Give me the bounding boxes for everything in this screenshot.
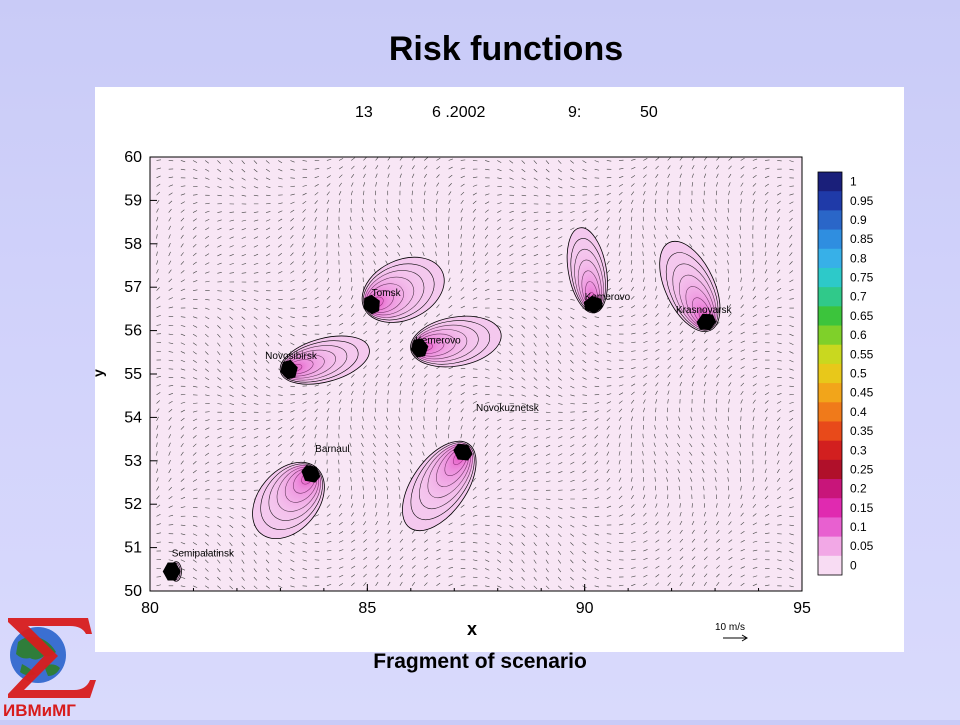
city-label: Novosibirsk [265, 351, 318, 362]
header-hour: 9: [568, 104, 581, 121]
city-label: Kemerovo [415, 336, 461, 347]
colorbar-swatch [818, 402, 842, 422]
colorbar-swatch [818, 326, 842, 346]
colorbar-label: 0 [850, 558, 857, 572]
colorbar-label: 0.5 [850, 367, 867, 381]
colorbar-label: 0.2 [850, 482, 867, 496]
logo-text: ИВМиМГ [3, 701, 76, 720]
y-tick-label: 54 [124, 409, 142, 426]
city-label: Semipalatinsk [172, 548, 235, 559]
colorbar-swatch [818, 479, 842, 499]
colorbar-label: 0.6 [850, 328, 867, 342]
city-label: Barnaul [315, 444, 349, 455]
vector-reference-label: 10 m/s [715, 622, 745, 633]
colorbar-swatch [818, 537, 842, 557]
colorbar-swatch [818, 364, 842, 384]
colorbar-swatch [818, 421, 842, 441]
y-tick-label: 56 [124, 323, 142, 340]
colorbar-label: 0.4 [850, 405, 867, 419]
colorbar-swatch [818, 345, 842, 365]
colorbar-swatch [818, 287, 842, 307]
x-tick-label: 80 [141, 600, 159, 617]
colorbar-swatch [818, 191, 842, 211]
colorbar-swatch [818, 230, 842, 250]
header-date: 6 .2002 [432, 104, 485, 121]
colorbar-label: 0.65 [850, 309, 874, 323]
slide-caption: Fragment of scenario [0, 650, 960, 674]
colorbar-swatch [818, 383, 842, 403]
colorbar-swatch [818, 172, 842, 192]
colorbar-label: 1 [850, 175, 857, 189]
logo-graphic: ИВМиМГ [0, 612, 100, 720]
city-label: Krasnoyarsk [676, 305, 733, 316]
colorbar-swatch [818, 556, 842, 576]
x-tick-label: 90 [576, 600, 594, 617]
plot-panel: 13 6 .2002 9: 50 Semipalatinsk Barnaul Nov… [95, 87, 904, 652]
colorbar-label: 0.1 [850, 520, 867, 534]
city-label: Kemerovo [585, 292, 631, 303]
colorbar-swatch [818, 210, 842, 230]
colorbar-swatch [818, 517, 842, 537]
colorbar-label: 0.7 [850, 290, 867, 304]
colorbar-swatch [818, 268, 842, 288]
header-day: 13 [355, 104, 373, 121]
slide-title: Risk functions [0, 30, 960, 69]
colorbar-label: 0.05 [850, 539, 874, 553]
y-tick-label: 60 [124, 149, 142, 166]
y-axis-label: y [95, 369, 106, 377]
colorbar-label: 0.8 [850, 251, 867, 265]
y-tick-label: 52 [124, 496, 142, 513]
plot-area [150, 157, 802, 591]
colorbar-label: 0.75 [850, 271, 874, 285]
colorbar-swatch [818, 306, 842, 326]
colorbar-swatch [818, 441, 842, 461]
institute-logo: ИВМиМГ [0, 612, 100, 720]
y-tick-label: 53 [124, 453, 142, 470]
colorbar-label: 0.45 [850, 386, 874, 400]
colorbar-label: 0.85 [850, 232, 874, 246]
header-minute: 50 [640, 104, 658, 121]
x-tick-label: 85 [358, 600, 376, 617]
colorbar-label: 0.35 [850, 424, 874, 438]
colorbar-label: 0.95 [850, 194, 874, 208]
y-tick-label: 51 [124, 540, 142, 557]
colorbar-label: 0.15 [850, 501, 874, 515]
y-tick-label: 59 [124, 192, 142, 209]
colorbar-label: 0.55 [850, 347, 874, 361]
colorbar-swatch [818, 460, 842, 480]
y-tick-label: 58 [124, 236, 142, 253]
y-tick-label: 50 [124, 583, 142, 600]
city-label: Tomsk [372, 288, 402, 299]
colorbar-swatch [818, 249, 842, 269]
colorbar-swatch [818, 498, 842, 518]
vector-reference: 10 m/s [715, 622, 747, 641]
colorbar-label: 0.25 [850, 462, 874, 476]
colorbar-label: 0.3 [850, 443, 867, 457]
x-axis-label: x [467, 619, 477, 639]
risk-function-chart: 13 6 .2002 9: 50 Semipalatinsk Barnaul Nov… [95, 87, 904, 652]
x-tick-label: 95 [793, 600, 811, 617]
y-tick-label: 55 [124, 366, 142, 383]
y-tick-label: 57 [124, 279, 142, 296]
city-label: Novokuznetsk [476, 403, 540, 414]
colorbar: 1 0.95 0.9 0.85 0.8 0.75 0.7 0.65 0.6 0.55 0.5 0.45… [818, 172, 874, 576]
colorbar-label: 0.9 [850, 213, 867, 227]
